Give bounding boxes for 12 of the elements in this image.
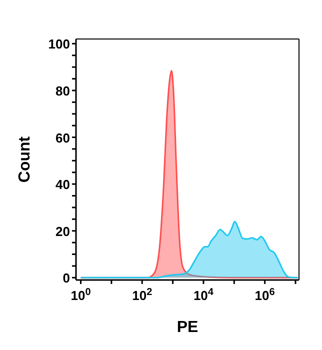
y-tick-label: 40 (56, 177, 70, 192)
y-tick-label: 100 (48, 36, 70, 52)
y-tick-label: 20 (56, 224, 70, 239)
y-tick-label: 0 (62, 270, 70, 286)
y-tick-label: 60 (56, 130, 70, 146)
y-axis-title: Count (16, 136, 34, 183)
x-axis-title: PE (176, 319, 198, 336)
x-tick-label: 10$^{4}$ (193, 286, 214, 303)
x-tick-label: 10$^{0}$ (70, 286, 92, 303)
x-tick-label: 10$^{6}$ (254, 286, 276, 303)
y-tick-label: 80 (56, 83, 70, 98)
x-tick-label: 10$^{2}$ (132, 286, 153, 303)
